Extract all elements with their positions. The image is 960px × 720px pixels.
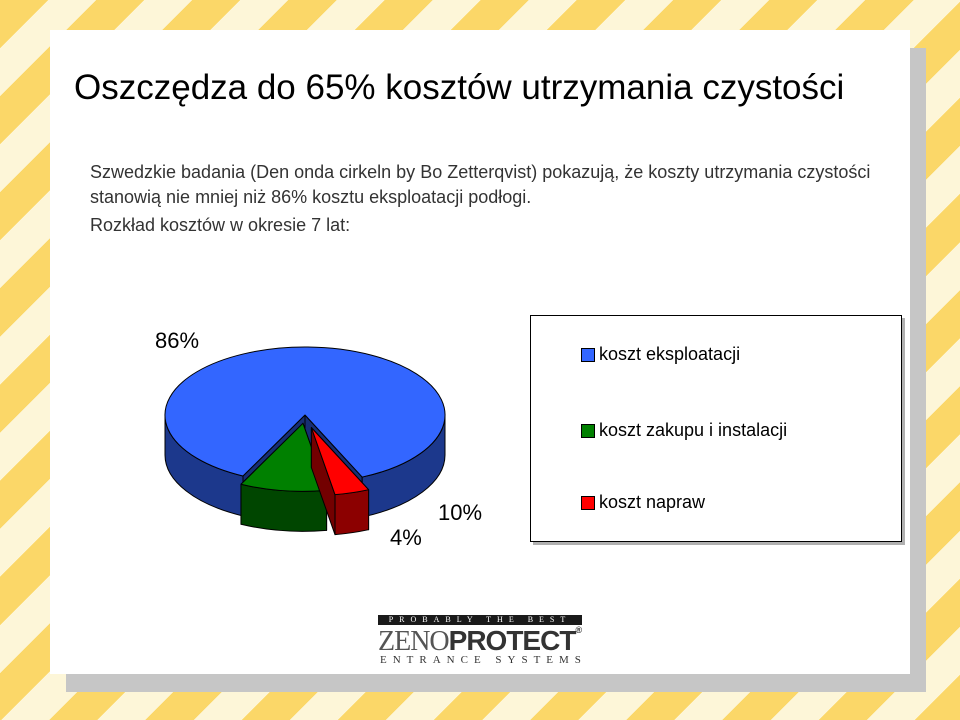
pie-slices [164,346,446,536]
pie-data-label: 86% [155,328,199,353]
logo-wordmark: ZENOPROTECT® [378,625,582,658]
pie-slice-0 [164,346,446,478]
zenoprotect-logo: PROBABLY THE BEST ZENOPROTECT® ENTRANCE … [378,615,588,666]
logo-registered-mark: ® [575,625,582,635]
body-paragraph-2: Rozkład kosztów w okresie 7 lat: [90,215,351,235]
slide-title: Oszczędza do 65% kosztów utrzymania czys… [74,68,845,107]
pie-data-labels: 86% 10% 4% [155,328,482,550]
legend-item-naprawy: koszt napraw [581,492,706,513]
pie-slice-2 [310,427,370,496]
legend-label: koszt napraw [599,492,706,512]
logo-brand-zeno: ZENO [378,626,450,657]
legend-item-zakup: koszt zakupu i instalacji [581,420,788,441]
pie-slice-side-2 [334,489,370,536]
pie-data-label: 4% [390,525,422,550]
logo-brand-protect: PROTECT [448,625,577,656]
pie-data-label: 10% [438,500,482,525]
body-paragraph-1: Szwedzkie badania (Den onda cirkeln by B… [90,162,871,207]
logo-tagline: PROBABLY THE BEST [378,615,582,625]
chart-legend: koszt eksploatacji koszt zakupu i instal… [530,315,902,542]
legend-swatch-blue [581,348,595,362]
logo-subtitle: ENTRANCE SYSTEMS [380,654,587,666]
slide: Oszczędza do 65% kosztów utrzymania czys… [50,30,910,674]
pie-chart: 86% 10% 4% [155,328,482,550]
slide-body: Szwedzkie badania (Den onda cirkeln by B… [90,160,880,238]
legend-swatch-red [581,496,595,510]
legend-swatch-green [581,424,595,438]
legend-label: koszt zakupu i instalacji [599,420,788,440]
legend-label: koszt eksploatacji [599,344,741,364]
legend-item-eksploatacja: koszt eksploatacji [581,344,741,365]
